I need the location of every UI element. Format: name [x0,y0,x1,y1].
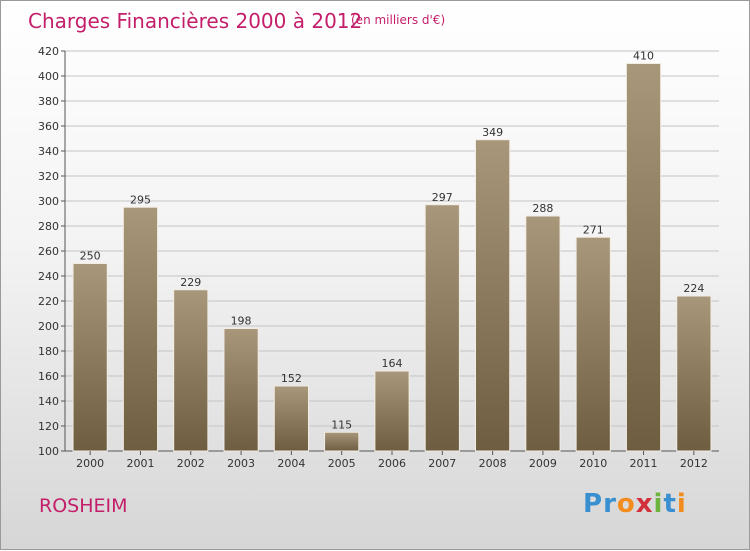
logo-letter: o [616,489,636,519]
bar [173,289,209,452]
x-tick-label: 2003 [227,457,255,470]
data-label: 271 [583,223,604,236]
y-tick-label: 200 [38,320,59,333]
data-label: 198 [231,315,252,328]
chart-subtitle: (en milliers d'€) [351,13,446,27]
bar [575,236,611,452]
y-tick-label: 360 [38,120,59,133]
bar [475,139,511,452]
bar [525,215,561,452]
data-label: 288 [532,202,553,215]
bar [223,328,259,452]
x-tick-label: 2009 [529,457,557,470]
x-tick-label: 2000 [76,457,104,470]
y-tick-label: 280 [38,220,59,233]
y-tick-label: 260 [38,245,59,258]
data-label: 229 [180,276,201,289]
x-tick-label: 2001 [126,457,154,470]
x-tick-label: 2002 [177,457,205,470]
bar [122,206,159,452]
y-tick-label: 420 [38,45,59,58]
y-tick-label: 340 [38,145,59,158]
y-tick-label: 240 [38,270,59,283]
logo-letter: t [663,489,677,519]
logo-letter: r [603,489,617,519]
data-label: 410 [633,50,654,63]
x-tick-label: 2011 [630,457,658,470]
data-label: 115 [331,418,352,431]
y-tick-label: 380 [38,95,59,108]
x-tick-label: 2006 [378,457,406,470]
bar [273,385,309,452]
y-tick-label: 180 [38,345,59,358]
data-label: 152 [281,372,302,385]
bar [72,263,108,452]
data-label: 297 [432,191,453,204]
data-label: 224 [683,282,704,295]
data-label: 349 [482,126,503,139]
y-tick-label: 140 [38,395,59,408]
logo-letter: P [583,489,604,519]
bar [374,370,410,452]
logo-letter: i [653,489,664,519]
logo-letter: i [676,489,687,519]
x-tick-label: 2010 [579,457,607,470]
y-tick-label: 160 [38,370,59,383]
y-tick-label: 400 [38,70,59,83]
y-tick-label: 220 [38,295,59,308]
x-tick-label: 2004 [277,457,305,470]
proxiti-logo: Proxiti [583,489,687,519]
bar [625,63,662,452]
bar [424,204,460,452]
x-tick-label: 2005 [328,457,356,470]
bar [324,431,360,452]
y-tick-label: 320 [38,170,59,183]
data-label: 164 [382,357,403,370]
y-tick-label: 100 [38,445,59,458]
data-label: 295 [130,193,151,206]
x-tick-label: 2008 [479,457,507,470]
y-tick-label: 300 [38,195,59,208]
bar [676,295,712,452]
y-tick-label: 120 [38,420,59,433]
chart-title: Charges Financières 2000 à 2012 [28,9,363,33]
logo-letter: x [635,489,654,519]
city-name: ROSHEIM [39,495,128,517]
x-tick-label: 2012 [680,457,708,470]
x-tick-label: 2007 [428,457,456,470]
data-label: 250 [80,250,101,263]
